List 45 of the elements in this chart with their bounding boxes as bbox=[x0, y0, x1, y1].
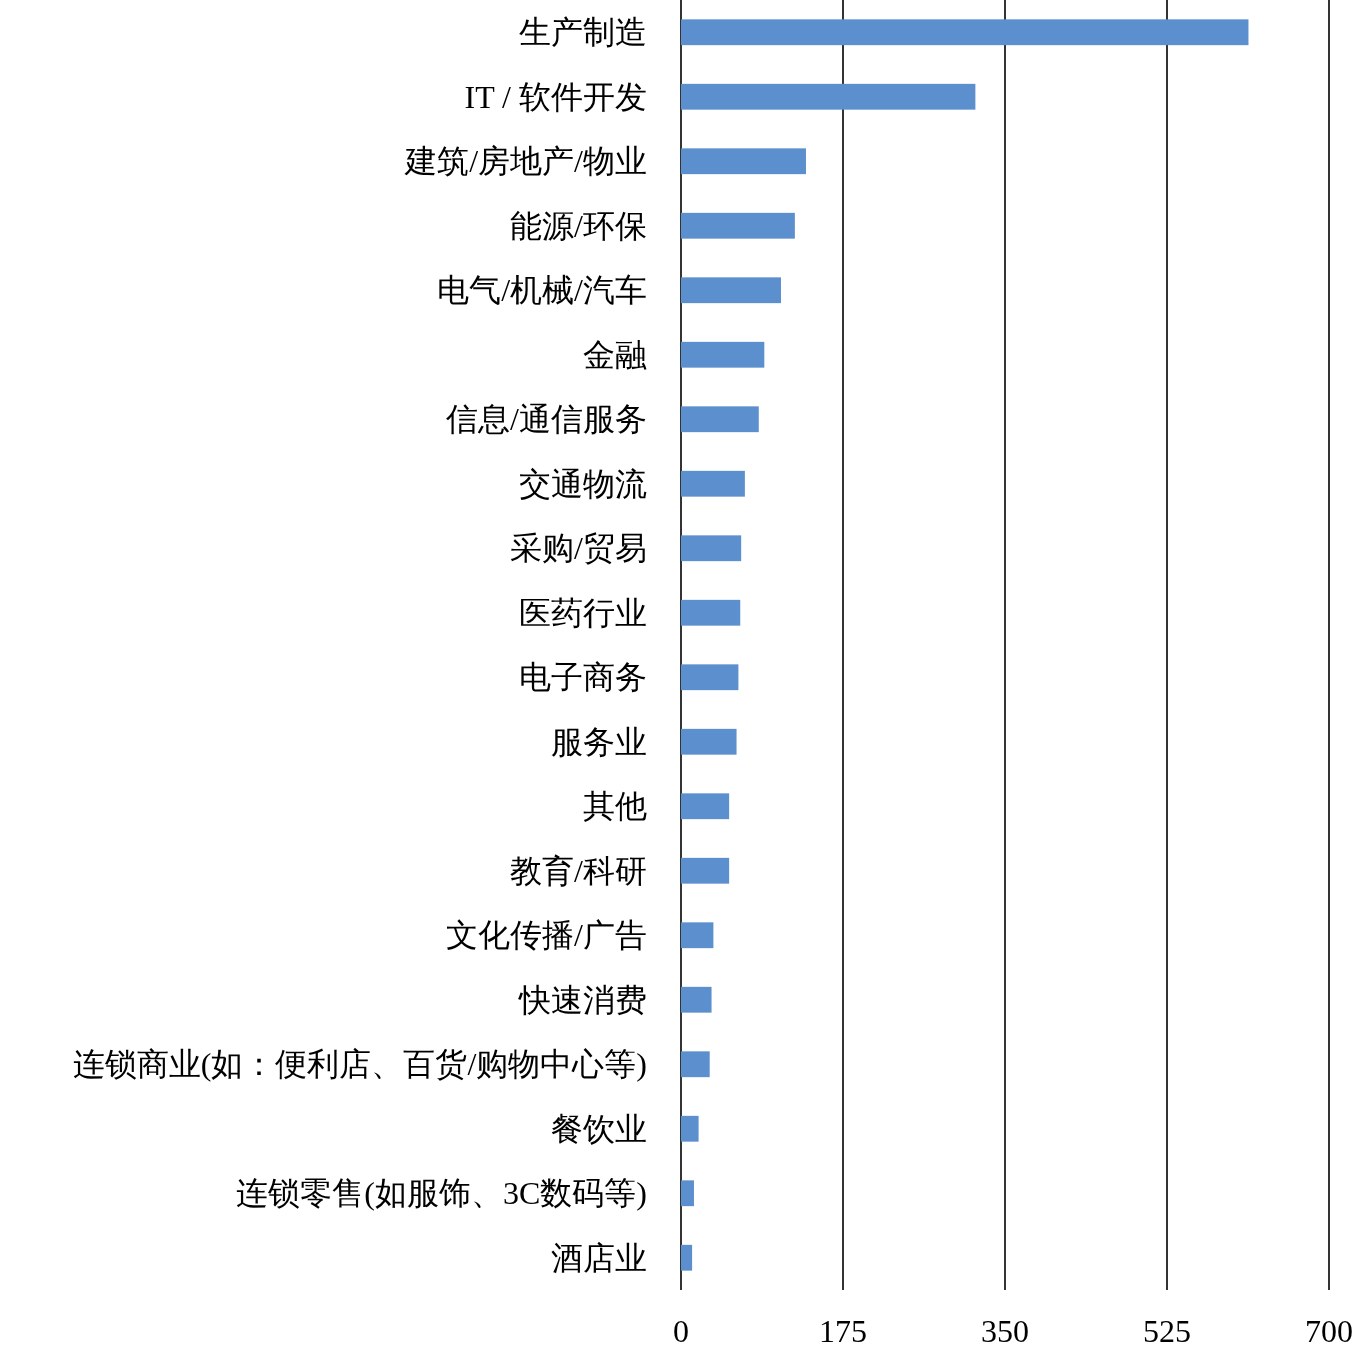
x-tick-label: 175 bbox=[819, 1313, 867, 1349]
bar bbox=[681, 83, 976, 110]
bar bbox=[681, 212, 795, 239]
x-tick-label: 350 bbox=[981, 1313, 1029, 1349]
y-tick-label: 文化传播/广告 bbox=[446, 917, 647, 954]
bar bbox=[681, 599, 741, 626]
x-tick-label: 700 bbox=[1305, 1313, 1353, 1349]
y-tick-label: 金融 bbox=[583, 336, 647, 373]
bar bbox=[681, 277, 781, 304]
bar bbox=[681, 857, 730, 884]
y-tick-label: 医药行业 bbox=[519, 594, 647, 631]
y-tick-label: 餐饮业 bbox=[551, 1110, 647, 1147]
bar bbox=[681, 406, 759, 433]
x-tick-label: 0 bbox=[673, 1313, 689, 1349]
y-tick-label: 能源/环保 bbox=[510, 207, 647, 244]
y-tick-label: 电气/机械/汽车 bbox=[437, 272, 647, 309]
y-tick-label: 连锁商业(如：便利店、百货/购物中心等) bbox=[72, 1046, 647, 1083]
y-tick-label: 服务业 bbox=[551, 723, 647, 760]
bar bbox=[681, 986, 712, 1013]
bar bbox=[681, 1051, 710, 1078]
y-tick-label: 教育/科研 bbox=[510, 852, 647, 889]
bar bbox=[681, 470, 745, 497]
bar bbox=[681, 19, 1249, 46]
y-tick-label: 生产制造 bbox=[519, 14, 647, 51]
x-tick-label: 525 bbox=[1143, 1313, 1191, 1349]
y-tick-label: 采购/贸易 bbox=[510, 530, 647, 567]
bar bbox=[681, 341, 765, 368]
bar bbox=[681, 793, 730, 820]
bar bbox=[681, 664, 739, 691]
y-tick-label: IT / 软件开发 bbox=[464, 78, 647, 115]
bar bbox=[681, 1115, 699, 1142]
y-tick-label: 快速消费 bbox=[518, 981, 647, 1018]
y-tick-label: 建筑/房地产/物业 bbox=[404, 143, 647, 180]
bar bbox=[681, 922, 714, 949]
y-tick-label: 信息/通信服务 bbox=[446, 401, 647, 438]
y-tick-label: 电子商务 bbox=[519, 659, 647, 696]
y-tick-label: 其他 bbox=[583, 788, 647, 825]
y-tick-label: 酒店业 bbox=[551, 1239, 647, 1276]
bar bbox=[681, 728, 737, 755]
bar bbox=[681, 148, 806, 175]
bar bbox=[681, 1180, 694, 1207]
bar bbox=[681, 1244, 693, 1271]
y-tick-label: 交通物流 bbox=[519, 465, 647, 502]
bar bbox=[681, 535, 742, 562]
y-tick-label: 连锁零售(如服饰、3C数码等) bbox=[236, 1175, 647, 1212]
